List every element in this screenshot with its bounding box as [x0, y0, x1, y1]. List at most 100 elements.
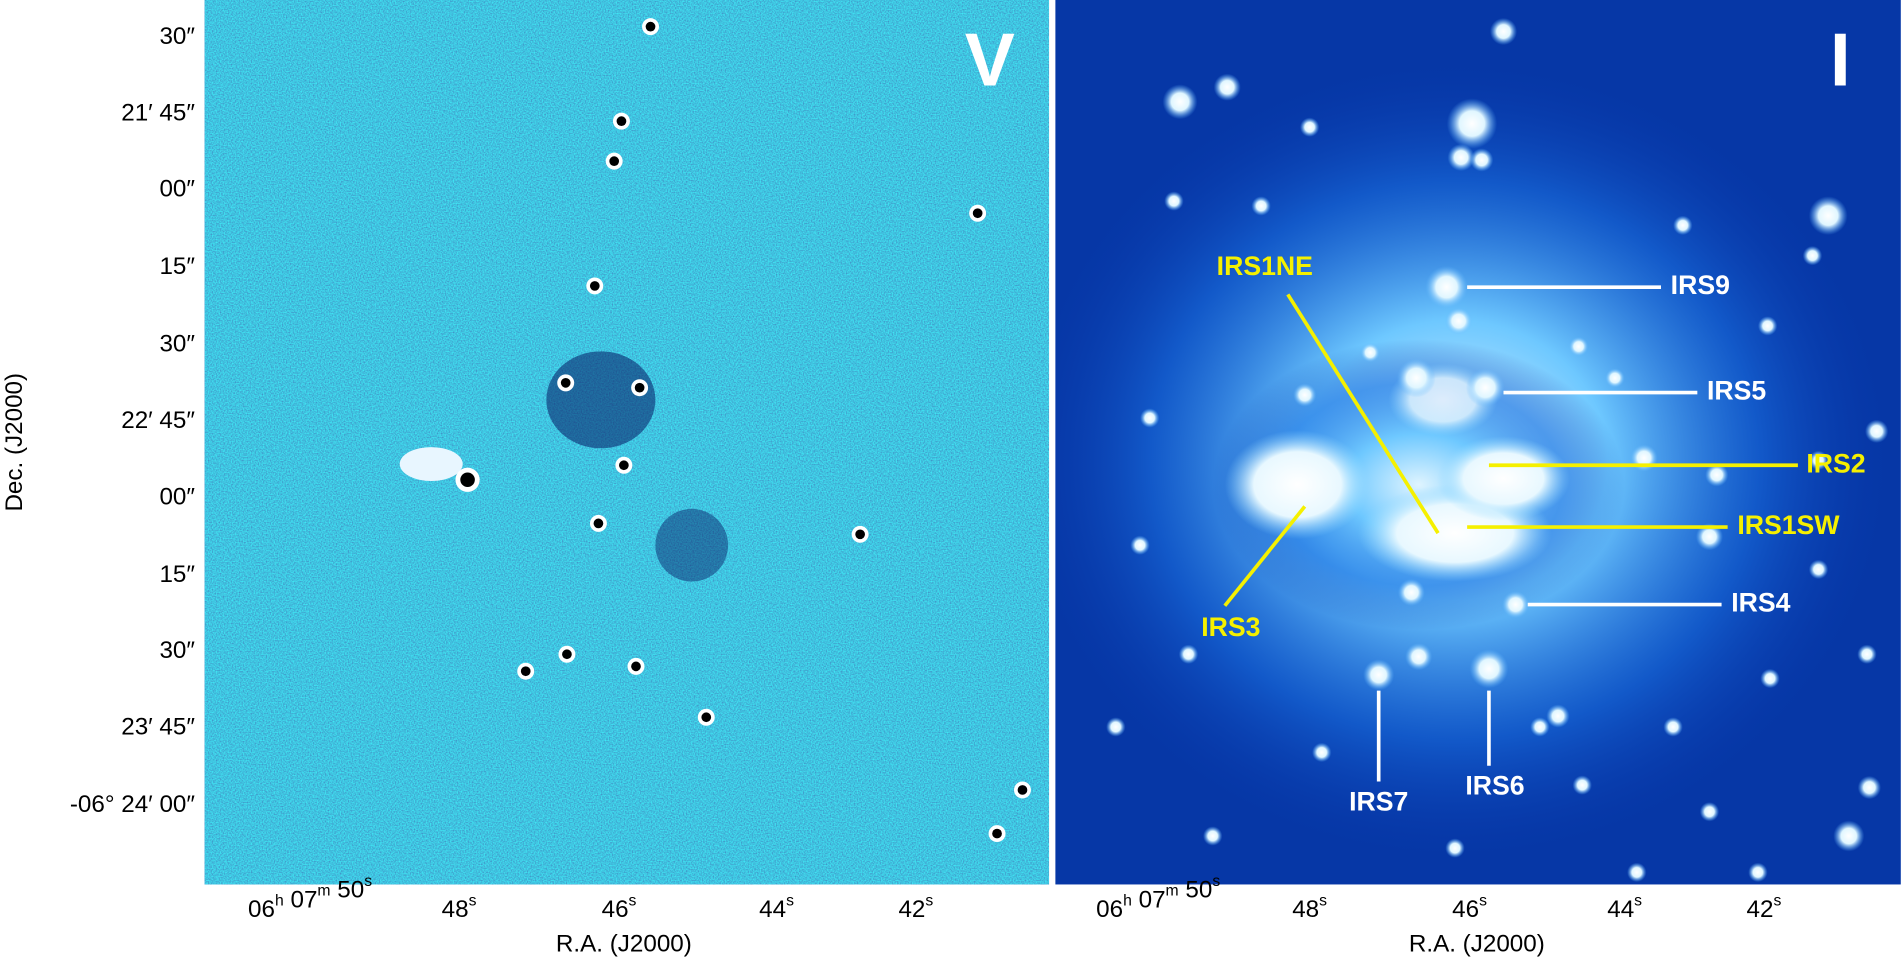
star [1546, 704, 1570, 728]
ra-tick-sup: m [1166, 883, 1179, 900]
ra-tick-label: 44s [1607, 893, 1642, 924]
star [1178, 644, 1199, 664]
annotation-label: IRS3 [1201, 612, 1260, 642]
star [1808, 559, 1829, 580]
ra-tick-label: 46s [1452, 893, 1487, 924]
ra-tick-sup: s [1479, 893, 1487, 910]
star [1808, 450, 1829, 471]
ra-tick-part: 48 [1292, 897, 1319, 924]
star [1663, 717, 1683, 737]
ra-tick-label: 06h 07m 50s [248, 873, 372, 923]
star [1447, 143, 1475, 172]
dec-tick-label: 22′ 45″ [121, 407, 195, 434]
ra-tick-sup: s [1774, 893, 1782, 910]
star [1757, 316, 1778, 336]
ra-tick-label: 46s [602, 893, 637, 924]
star [1396, 358, 1436, 398]
dot [609, 156, 620, 166]
ra-tick-part: 06 [248, 897, 275, 924]
star [1673, 215, 1693, 236]
annotation-label: IRS6 [1465, 771, 1524, 801]
ra-tick-part: 44 [759, 897, 786, 924]
dot [560, 378, 571, 388]
ra-axis-title: R.A. (J2000) [1409, 930, 1545, 957]
star [1363, 659, 1395, 691]
dec-tick-label: 30″ [159, 23, 195, 50]
star [1502, 591, 1530, 619]
star [1572, 775, 1592, 795]
star [1802, 245, 1823, 266]
star [1760, 668, 1780, 689]
ra-tick-sup: s [469, 893, 477, 910]
dec-tick-label: -06° 24′ 00″ [70, 791, 196, 818]
star [1857, 775, 1882, 800]
star [1299, 117, 1320, 137]
dec-axis-title: Dec. (J2000) [1, 373, 28, 512]
i-image [1055, 0, 1901, 885]
ra-tick-label: 42s [898, 893, 933, 924]
dot [701, 712, 712, 723]
star [1164, 191, 1184, 211]
star [1465, 368, 1505, 408]
ra-axis-title: R.A. (J2000) [556, 930, 692, 957]
star [1470, 148, 1494, 172]
dot [616, 116, 627, 127]
divider [1049, 0, 1056, 885]
star [1397, 578, 1425, 607]
dot [634, 382, 645, 393]
ra-tick-sup: s [1212, 873, 1220, 890]
star [1445, 307, 1473, 335]
dot [520, 666, 531, 677]
ra-tick-label: 48s [442, 893, 477, 924]
ra-tick-sup: s [1634, 893, 1642, 910]
dot [1017, 785, 1028, 795]
ra-tick-sup: h [1123, 893, 1132, 910]
dec-tick-label: 30″ [159, 637, 195, 664]
star [1699, 802, 1720, 822]
star [1857, 644, 1877, 664]
star [1748, 862, 1768, 883]
ra-tick-sup: s [1319, 893, 1327, 910]
annotation-label: IRS5 [1707, 376, 1766, 406]
dot [631, 661, 641, 672]
dot [589, 281, 600, 291]
ra-tick-sup: s [364, 873, 372, 890]
star [1833, 820, 1865, 852]
star [1203, 826, 1223, 846]
annotation-label: IRS1NE [1217, 251, 1313, 281]
annotation-label: IRS4 [1731, 588, 1790, 618]
annotation-line [1223, 505, 1307, 607]
star [1865, 419, 1889, 443]
star [1360, 342, 1380, 363]
panel-label: I [1830, 17, 1851, 101]
ra-tick-sup: h [275, 893, 284, 910]
dec-tick-label: 00″ [159, 483, 195, 510]
star [1405, 643, 1433, 671]
star [1106, 717, 1126, 737]
ra-tick-part: 48 [442, 897, 469, 924]
dot [562, 649, 572, 660]
dec-tick-label: 21′ 45″ [121, 99, 195, 126]
star [1808, 196, 1848, 236]
dot [855, 529, 865, 540]
dec-tick-label: 15″ [159, 253, 195, 280]
dec-tick-label: 23′ 45″ [121, 714, 195, 741]
dot [972, 208, 983, 219]
star [1445, 838, 1465, 858]
ra-tick-label: 48s [1292, 893, 1327, 924]
ra-tick-part: 07 [284, 887, 318, 914]
annotation-label: IRS9 [1671, 270, 1730, 300]
star [1469, 649, 1509, 689]
annotation-label: IRS2 [1806, 448, 1865, 478]
star [1140, 408, 1160, 428]
ra-tick-sup: m [317, 883, 330, 900]
dot [992, 828, 1002, 839]
star [1293, 383, 1317, 407]
ra-tick-sup: s [786, 893, 794, 910]
ra-tick-part: 07 [1132, 887, 1166, 914]
dot [645, 21, 656, 32]
annotation-label: IRS7 [1349, 786, 1408, 816]
star [1251, 196, 1271, 216]
ra-tick-part: 44 [1607, 897, 1634, 924]
